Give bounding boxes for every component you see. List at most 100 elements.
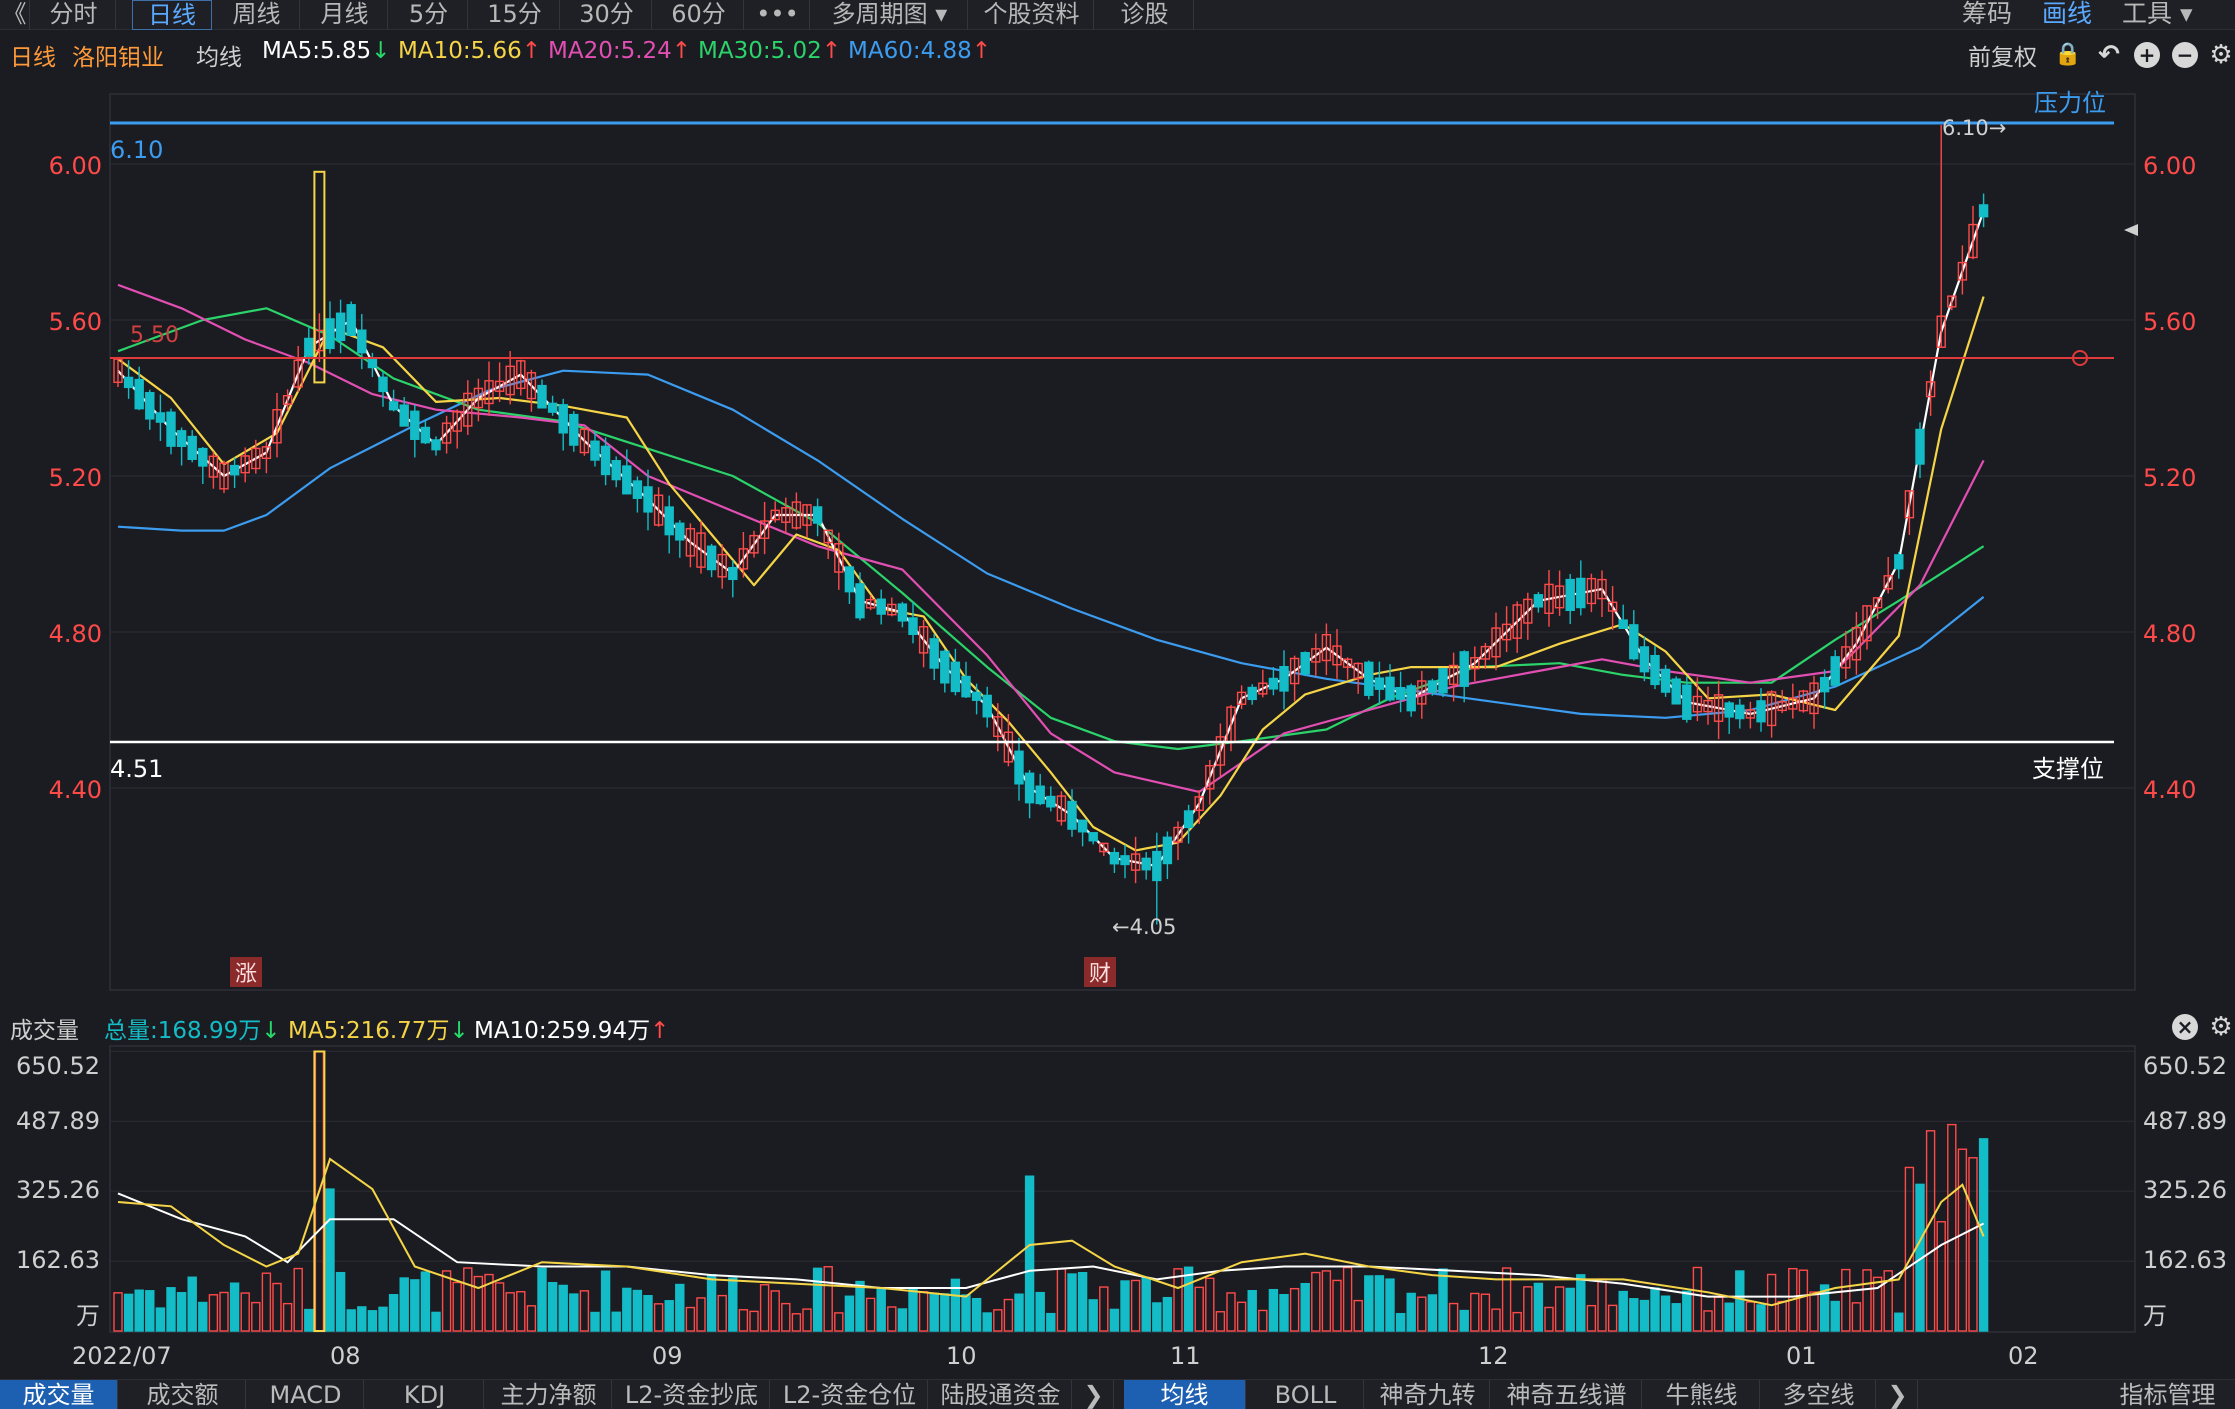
volume-bar (1035, 1291, 1045, 1332)
volume-bar (876, 1288, 886, 1332)
chevron-right-icon[interactable]: ❯ (1074, 1380, 1114, 1409)
candle-body (1862, 605, 1872, 642)
ma-label[interactable]: 均线 (196, 45, 242, 71)
fuquan-selector[interactable]: 前复权 (1968, 45, 2037, 71)
tab-weekly[interactable]: 周线 (214, 0, 300, 30)
tab-15min[interactable]: 15分 (470, 0, 560, 30)
volume-bar (1554, 1286, 1565, 1332)
candle-body (1936, 315, 1946, 348)
candle-body (1300, 652, 1310, 675)
tab-l2-position[interactable]: L2-资金仓位 (772, 1380, 928, 1409)
volume-unit-label-right: 万 (2143, 1302, 2167, 1330)
volume-bar (1162, 1296, 1173, 1332)
candle-body (1809, 682, 1819, 715)
ma10-line (117, 296, 1985, 852)
volume-bar (706, 1274, 717, 1332)
candle-body (950, 661, 961, 693)
volume-bar (1904, 1166, 1915, 1332)
close-indicator-icon[interactable]: × (2172, 1014, 2198, 1040)
tab-long-short[interactable]: 多空线 (1762, 1380, 1876, 1409)
volume-tick-label: 325.26 (16, 1176, 100, 1204)
volume-bar (1003, 1298, 1014, 1332)
candle-body (1141, 857, 1151, 871)
volume-settings-gear-icon[interactable]: ⚙ (2209, 1012, 2233, 1042)
candle-body (1682, 684, 1692, 720)
volume-bar (569, 1293, 579, 1332)
back-icon[interactable]: 《 (0, 0, 30, 30)
volume-bar (855, 1280, 865, 1332)
volume-bar (1480, 1293, 1491, 1332)
tab-diagnosis[interactable]: 诊股 (1096, 0, 1194, 30)
candle-body (653, 494, 664, 526)
tab-volume[interactable]: 成交量 (0, 1380, 118, 1409)
volume-bar (1088, 1299, 1098, 1332)
more-periods-button[interactable]: ••• (746, 0, 810, 30)
candle-body (166, 411, 176, 447)
tab-30min[interactable]: 30分 (562, 0, 652, 30)
event-marker-cai[interactable] (1084, 957, 1116, 987)
tab-boll[interactable]: BOLL (1248, 1380, 1364, 1409)
zoom-in-icon[interactable]: + (2134, 42, 2160, 68)
tools-dropdown[interactable]: 工具 ▾ (2122, 0, 2193, 28)
event-marker-cai-label: 财 (1089, 962, 1111, 987)
zoom-out-icon[interactable]: − (2172, 42, 2198, 68)
volume-bar (463, 1267, 473, 1332)
tab-5min[interactable]: 5分 (390, 0, 468, 30)
event-marker-zhang[interactable] (230, 957, 262, 987)
lock-icon[interactable]: 🔒 (2054, 42, 2082, 67)
tab-td9[interactable]: 神奇九转 (1366, 1380, 1490, 1409)
date-tick-label: 2022/07 (72, 1342, 172, 1370)
indicator-management-button[interactable]: 指标管理 (2119, 1381, 2216, 1409)
tab-macd[interactable]: MACD (248, 1380, 364, 1409)
multi-period-dropdown[interactable]: 多周期图 ▾ (812, 0, 968, 30)
kline-chart[interactable]: 6.00 5.60 5.20 4.80 4.40 6.00 5.60 5.20 … (0, 0, 2235, 1380)
chevron-right-icon-2[interactable]: ❯ (1878, 1380, 1918, 1409)
candle-body (1374, 677, 1385, 690)
volume-ma5-line (117, 1157, 1985, 1307)
volume-bar (1438, 1268, 1448, 1332)
volume-bar (1300, 1282, 1310, 1332)
tab-kdj[interactable]: KDJ (366, 1380, 484, 1409)
volume-bar (1173, 1268, 1183, 1332)
tab-five-lines[interactable]: 神奇五线谱 (1492, 1380, 1642, 1409)
volume-bar (1385, 1278, 1395, 1332)
tab-turnover[interactable]: 成交额 (120, 1380, 246, 1409)
tab-daily[interactable]: 日线 (132, 0, 212, 30)
candle-body (261, 446, 272, 459)
volume-bar (1894, 1312, 1904, 1332)
tab-l2-bottom[interactable]: L2-资金抄底 (614, 1380, 770, 1409)
candle-body (399, 404, 409, 427)
settings-gear-icon[interactable]: ⚙ (2209, 40, 2233, 70)
candle-body (1947, 295, 1957, 308)
tab-main-net[interactable]: 主力净额 (486, 1380, 612, 1409)
tab-stock-profile[interactable]: 个股资料 (970, 0, 1094, 30)
volume-bar (908, 1288, 918, 1332)
volume-bar (1046, 1312, 1056, 1332)
tab-bull-bear[interactable]: 牛熊线 (1644, 1380, 1760, 1409)
candle-body (1438, 668, 1448, 694)
reference-line-handle[interactable] (2072, 350, 2088, 366)
date-tick-label: 09 (652, 1342, 683, 1370)
candle-body (113, 358, 123, 383)
draw-line-button[interactable]: 画线 (2042, 0, 2093, 28)
volume-bar (1809, 1291, 1819, 1332)
volume-bar (1077, 1272, 1088, 1332)
tab-northbound[interactable]: 陆股通资金 (930, 1380, 1072, 1409)
candle-body (357, 329, 367, 354)
event-marker-zhang-label: 涨 (235, 962, 257, 987)
volume-tick-label-right: 650.52 (2143, 1052, 2227, 1080)
undo-icon[interactable]: ↶ (2098, 40, 2120, 70)
price-tick-label: 5.20 (49, 464, 102, 492)
price-tick-label-right: 6.00 (2143, 152, 2196, 180)
candle-body (1046, 795, 1056, 808)
volume-bar (547, 1281, 558, 1332)
tab-fenshi[interactable]: 分时 (32, 0, 116, 30)
volume-bar (1756, 1304, 1766, 1332)
chips-button[interactable]: 筹码 (1962, 0, 2013, 28)
tab-60min[interactable]: 60分 (654, 0, 744, 30)
candle-body (123, 376, 134, 389)
candle-body (834, 543, 844, 573)
tab-monthly[interactable]: 月线 (302, 0, 388, 30)
tab-ma[interactable]: 均线 (1124, 1380, 1246, 1409)
candle-body (346, 304, 356, 336)
